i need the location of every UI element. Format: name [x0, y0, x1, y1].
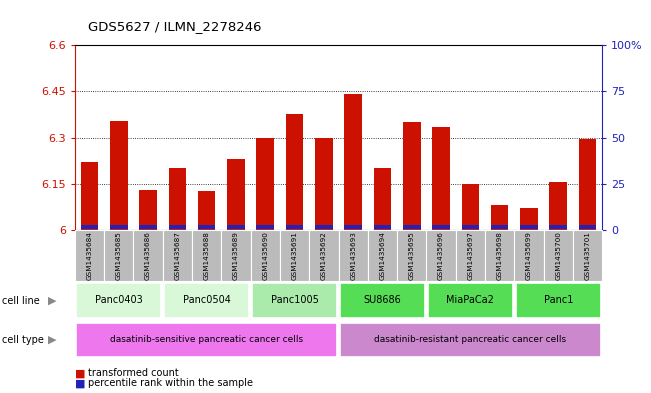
Text: ■: ■ — [75, 378, 85, 388]
Text: Panc1: Panc1 — [544, 295, 573, 305]
Bar — [403, 225, 421, 229]
Bar — [514, 230, 544, 281]
Text: GSM1435694: GSM1435694 — [380, 231, 385, 280]
Text: GSM1435692: GSM1435692 — [321, 231, 327, 280]
Bar — [256, 225, 274, 229]
Text: GDS5627 / ILMN_2278246: GDS5627 / ILMN_2278246 — [88, 20, 262, 33]
Bar — [75, 230, 104, 281]
Bar — [579, 225, 596, 229]
Bar — [309, 230, 339, 281]
Bar — [133, 230, 163, 281]
Text: ■: ■ — [75, 368, 85, 378]
Bar — [462, 225, 479, 229]
Bar — [221, 230, 251, 281]
Text: percentile rank within the sample: percentile rank within the sample — [88, 378, 253, 388]
Bar — [104, 230, 133, 281]
Bar — [374, 225, 391, 229]
Text: Panc0403: Panc0403 — [95, 295, 143, 305]
Bar — [374, 168, 391, 230]
Bar — [456, 230, 485, 281]
Text: cell line: cell line — [2, 296, 40, 306]
Text: GSM1435688: GSM1435688 — [204, 231, 210, 280]
Text: GSM1435698: GSM1435698 — [497, 231, 503, 280]
Bar — [579, 139, 596, 230]
Bar — [198, 225, 215, 229]
Bar — [110, 121, 128, 230]
Text: GSM1435699: GSM1435699 — [526, 231, 532, 280]
Text: GSM1435690: GSM1435690 — [262, 231, 268, 280]
Bar — [549, 182, 567, 230]
Bar — [76, 283, 161, 318]
Text: GSM1435697: GSM1435697 — [467, 231, 473, 280]
Bar — [397, 230, 426, 281]
Bar — [516, 283, 601, 318]
Bar — [192, 230, 221, 281]
Bar — [520, 225, 538, 229]
Text: GSM1435695: GSM1435695 — [409, 231, 415, 280]
Bar — [573, 230, 602, 281]
Text: dasatinib-resistant pancreatic cancer cells: dasatinib-resistant pancreatic cancer ce… — [374, 335, 566, 343]
Bar — [344, 94, 362, 230]
Text: GSM1435687: GSM1435687 — [174, 231, 180, 280]
Text: Panc0504: Panc0504 — [183, 295, 230, 305]
Bar — [426, 230, 456, 281]
Text: GSM1435686: GSM1435686 — [145, 231, 151, 280]
Bar — [520, 208, 538, 230]
Bar — [198, 191, 215, 230]
Bar — [252, 283, 337, 318]
Text: GSM1435693: GSM1435693 — [350, 231, 356, 280]
Bar — [76, 323, 337, 357]
Bar — [139, 225, 157, 229]
Bar — [339, 230, 368, 281]
Text: GSM1435689: GSM1435689 — [233, 231, 239, 280]
Text: Panc1005: Panc1005 — [271, 295, 318, 305]
Bar — [549, 225, 567, 229]
Text: GSM1435684: GSM1435684 — [87, 231, 92, 280]
Text: GSM1435691: GSM1435691 — [292, 231, 298, 280]
Bar — [286, 114, 303, 230]
Bar — [344, 225, 362, 229]
Bar — [163, 230, 192, 281]
Bar — [403, 122, 421, 230]
Text: GSM1435685: GSM1435685 — [116, 231, 122, 280]
Text: GSM1435700: GSM1435700 — [555, 231, 561, 280]
Text: dasatinib-sensitive pancreatic cancer cells: dasatinib-sensitive pancreatic cancer ce… — [110, 335, 303, 343]
Bar — [81, 225, 98, 229]
Bar — [251, 230, 280, 281]
Bar — [491, 205, 508, 230]
Text: GSM1435701: GSM1435701 — [585, 231, 590, 280]
Bar — [169, 225, 186, 229]
Bar — [164, 283, 249, 318]
Bar — [280, 230, 309, 281]
Text: MiaPaCa2: MiaPaCa2 — [447, 295, 494, 305]
Text: ▶: ▶ — [48, 296, 57, 306]
Bar — [432, 225, 450, 229]
Bar — [256, 138, 274, 230]
Text: ▶: ▶ — [48, 335, 57, 345]
Bar — [227, 159, 245, 230]
Bar — [340, 283, 425, 318]
Bar — [81, 162, 98, 230]
Bar — [428, 283, 513, 318]
Bar — [544, 230, 573, 281]
Bar — [340, 323, 601, 357]
Bar — [169, 168, 186, 230]
Bar — [485, 230, 514, 281]
Text: cell type: cell type — [2, 335, 44, 345]
Bar — [110, 225, 128, 229]
Bar — [368, 230, 397, 281]
Bar — [432, 127, 450, 230]
Text: transformed count: transformed count — [88, 368, 178, 378]
Bar — [462, 184, 479, 230]
Bar — [315, 138, 333, 230]
Text: GSM1435696: GSM1435696 — [438, 231, 444, 280]
Bar — [227, 225, 245, 229]
Bar — [315, 225, 333, 229]
Bar — [286, 225, 303, 229]
Text: SU8686: SU8686 — [364, 295, 401, 305]
Bar — [491, 225, 508, 229]
Bar — [139, 190, 157, 230]
